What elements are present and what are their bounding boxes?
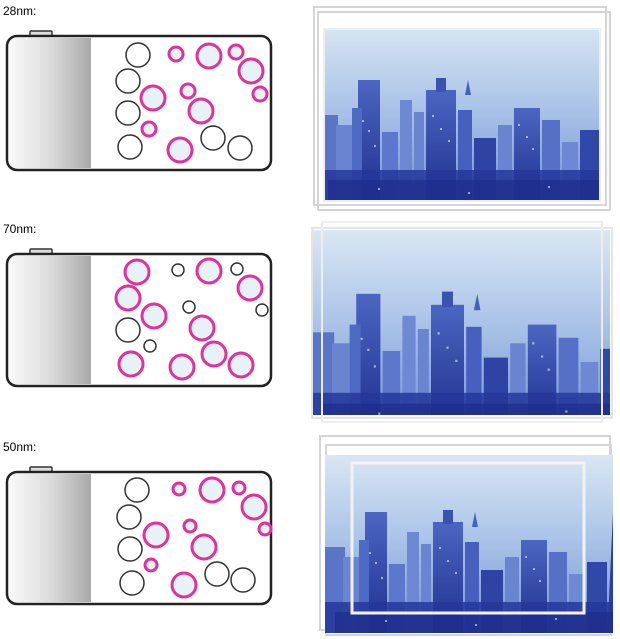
magenta-circle-1-4 bbox=[236, 274, 264, 302]
camera-50nm bbox=[5, 466, 273, 606]
magenta-circle-0-4 bbox=[237, 57, 265, 85]
plain-circle-0-12 bbox=[200, 125, 226, 151]
magenta-circle-2-7 bbox=[257, 521, 273, 537]
label-70nm: 70nm: bbox=[3, 222, 37, 236]
photo-50nm bbox=[319, 435, 613, 636]
magenta-circle-1-8 bbox=[140, 302, 168, 330]
magenta-circle-2-10 bbox=[190, 533, 218, 561]
magenta-circle-1-14 bbox=[168, 353, 196, 381]
lens-elements-70nm bbox=[114, 257, 269, 381]
magenta-circle-1-0 bbox=[123, 258, 151, 286]
plain-circle-2-0 bbox=[124, 477, 150, 503]
label-50nm: 50nm: bbox=[3, 440, 37, 454]
plain-circle-1-3 bbox=[230, 262, 244, 276]
plain-circle-0-15 bbox=[227, 135, 253, 161]
magenta-circle-2-1 bbox=[171, 481, 187, 497]
magenta-circle-0-1 bbox=[167, 45, 185, 63]
magenta-circle-2-3 bbox=[231, 480, 247, 496]
magenta-circle-2-6 bbox=[182, 518, 198, 534]
magenta-circle-0-10 bbox=[187, 97, 215, 125]
plain-circle-1-11 bbox=[143, 339, 157, 353]
plain-circle-2-13 bbox=[119, 570, 145, 596]
plain-circle-1-1 bbox=[171, 263, 185, 277]
plain-circle-2-9 bbox=[117, 536, 143, 562]
plain-circle-0-0 bbox=[125, 42, 151, 68]
magenta-circle-0-3 bbox=[227, 43, 245, 61]
plain-circle-1-6 bbox=[182, 300, 196, 314]
plain-circle-0-13 bbox=[117, 134, 143, 160]
magenta-circle-2-11 bbox=[143, 557, 159, 573]
magenta-circle-0-8 bbox=[139, 84, 167, 112]
magenta-circle-2-4 bbox=[240, 493, 268, 521]
magenta-circle-2-14 bbox=[170, 571, 198, 599]
plain-circle-2-12 bbox=[204, 561, 230, 587]
lens-elements-28nm bbox=[115, 42, 269, 164]
plain-circle-2-15 bbox=[230, 567, 256, 593]
magenta-circle-1-13 bbox=[117, 350, 145, 378]
plain-circle-2-5 bbox=[116, 504, 142, 530]
magenta-circle-0-2 bbox=[195, 42, 223, 70]
magenta-circle-1-12 bbox=[200, 340, 228, 368]
magenta-circle-1-5 bbox=[114, 284, 142, 312]
plain-circle-0-9 bbox=[115, 100, 141, 126]
magenta-circle-0-11 bbox=[140, 120, 158, 138]
magenta-circle-0-14 bbox=[166, 136, 194, 164]
magenta-circle-0-7 bbox=[251, 85, 269, 103]
camera-28nm bbox=[5, 30, 273, 172]
lens-elements-50nm bbox=[116, 476, 273, 599]
label-28nm: 28nm: bbox=[3, 4, 37, 18]
magenta-circle-2-2 bbox=[198, 476, 226, 504]
camera-70nm bbox=[5, 248, 273, 388]
magenta-circle-0-6 bbox=[179, 82, 197, 100]
magenta-circle-1-2 bbox=[195, 257, 223, 285]
photo-28nm bbox=[313, 6, 611, 211]
magenta-circle-2-8 bbox=[142, 521, 170, 549]
plain-circle-0-5 bbox=[115, 68, 141, 94]
magenta-circle-1-15 bbox=[227, 351, 255, 379]
plain-circle-1-9 bbox=[115, 317, 141, 343]
photo-70nm bbox=[311, 221, 613, 423]
magenta-circle-1-10 bbox=[188, 314, 216, 342]
plain-circle-1-7 bbox=[255, 303, 269, 317]
